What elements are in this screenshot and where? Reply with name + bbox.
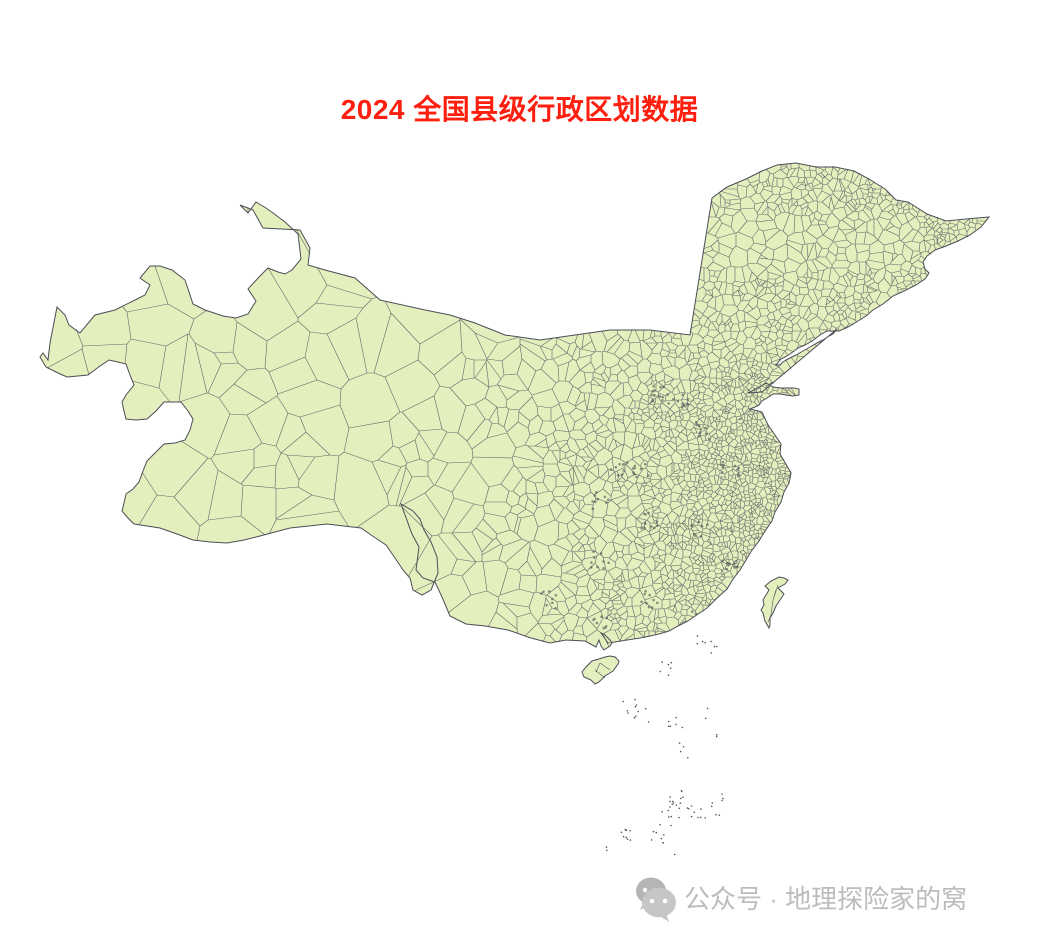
svg-text:公众号 · 地理探险家的窝: 公众号 · 地理探险家的窝 [684, 884, 967, 914]
